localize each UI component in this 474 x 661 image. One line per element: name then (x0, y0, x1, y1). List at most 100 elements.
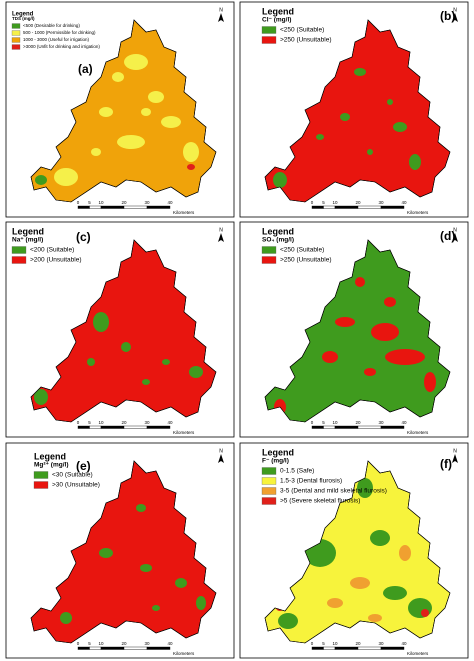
scale-segment (357, 205, 382, 209)
legend-title: Legend (12, 226, 44, 236)
scale-segment (100, 646, 125, 650)
scale-tick-label: 20 (355, 641, 361, 646)
scale-unit: Kilometers (407, 210, 429, 215)
legend-swatch (11, 256, 27, 264)
scale-tick-label: 0 (77, 420, 80, 425)
scale-tick-label: 0 (311, 200, 314, 205)
scale-tick-label: 30 (378, 641, 384, 646)
map-outline (30, 239, 217, 423)
map-zone (99, 107, 113, 117)
scale-segment (380, 205, 405, 209)
map-zone (142, 379, 150, 385)
scale-segment (146, 425, 171, 429)
legend-label: <250 (Suitable) (280, 27, 324, 34)
scale-segment (323, 646, 336, 650)
panel-label: (b) (440, 9, 455, 23)
map-outline (264, 19, 451, 203)
scale-tick-label: 5 (322, 641, 325, 646)
map-zone (60, 612, 72, 624)
scale-tick-label: 40 (401, 641, 407, 646)
legend-swatch (261, 467, 277, 475)
map-zone (91, 148, 101, 156)
north-arrow (218, 233, 224, 242)
scale-tick-label: 20 (355, 200, 361, 205)
map-zones (60, 504, 206, 624)
scale-tick-label: 30 (144, 420, 150, 425)
scale-segment (89, 205, 102, 209)
map-zone (350, 577, 370, 589)
scale-segment (334, 205, 359, 209)
legend-title: Legend (262, 447, 294, 457)
map-zones (35, 54, 199, 186)
legend-swatch (261, 487, 277, 495)
legend-swatch (261, 26, 277, 34)
legend-swatch (33, 481, 49, 489)
map-outline (30, 19, 217, 203)
scale-tick-label: 40 (167, 420, 173, 425)
scale-segment (89, 425, 102, 429)
scale-unit: Kilometers (407, 430, 429, 435)
scale-unit: Kilometers (173, 651, 195, 656)
legend-swatch (11, 23, 21, 29)
legend-parameter: Na⁺ (mg/l) (12, 237, 43, 244)
map-zone (421, 609, 429, 617)
scale-segment (77, 425, 90, 429)
legend-label: >200 (Unsuitable) (30, 257, 82, 264)
legend-label: >250 (Unsuitable) (280, 37, 332, 44)
map-zones (273, 68, 421, 188)
legend-swatch (261, 36, 277, 44)
scale-segment (123, 425, 148, 429)
scale-tick-label: 40 (401, 200, 407, 205)
map-zone (278, 613, 298, 629)
scale-segment (123, 205, 148, 209)
legend-swatch (11, 44, 21, 50)
legend-title: Legend (12, 12, 34, 18)
panel-label: (a) (78, 62, 93, 76)
map-zone (409, 154, 421, 170)
map-zone (355, 277, 365, 287)
legend-label: 500 - 1000 (Permissible for drinking) (23, 30, 96, 35)
map-zone (54, 168, 78, 186)
map-zone (189, 366, 203, 378)
map-zone (121, 342, 131, 352)
map-zone (175, 578, 187, 588)
legend-label: >250 (Unsuitable) (280, 257, 332, 264)
map-zone (183, 142, 199, 162)
scale-segment (334, 425, 359, 429)
north-arrow (452, 233, 458, 242)
map-zone (136, 504, 146, 512)
legend-swatch (11, 30, 21, 36)
map-zone (357, 478, 373, 498)
map-zone (387, 99, 393, 105)
scale-tick-label: 0 (77, 200, 80, 205)
scale-unit: Kilometers (173, 430, 195, 435)
scale-segment (77, 205, 90, 209)
scale-tick-label: 10 (332, 200, 338, 205)
legend-label: >30 (Unsuitable) (52, 482, 100, 489)
scale-segment (89, 646, 102, 650)
scale-segment (100, 205, 125, 209)
scale-tick-label: 0 (311, 641, 314, 646)
map-zone (383, 586, 407, 600)
legend-parameter: TDS (mg/l) (12, 16, 35, 21)
legend-label: 0-1.5 (Safe) (280, 468, 314, 475)
legend-title: Legend (262, 6, 294, 16)
map-outline (264, 239, 451, 423)
scale-tick-label: 10 (98, 641, 104, 646)
map-zone (93, 312, 109, 332)
scale-tick-label: 5 (88, 200, 91, 205)
map-zone (34, 389, 48, 405)
map-zone (161, 116, 181, 128)
scale-tick-label: 0 (77, 641, 80, 646)
map-zones (274, 277, 436, 415)
map-zone (393, 122, 407, 132)
scale-tick-label: 30 (144, 200, 150, 205)
scale-segment (357, 646, 382, 650)
scale-unit: Kilometers (407, 651, 429, 656)
map-zone (162, 359, 170, 365)
